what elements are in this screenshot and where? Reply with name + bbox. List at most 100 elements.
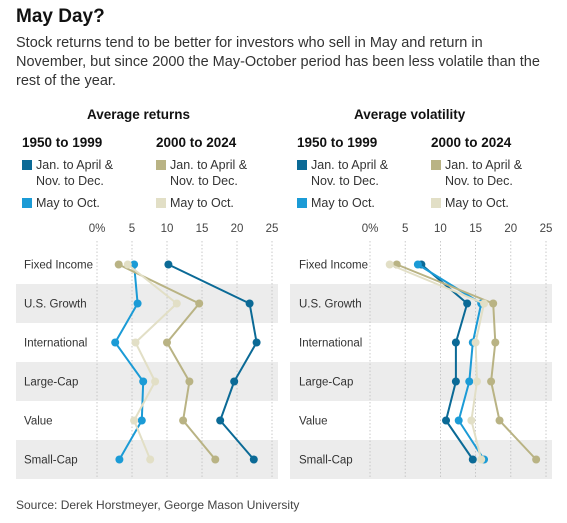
returns-data-point — [252, 338, 261, 347]
returns-data-point — [211, 455, 220, 464]
volatility-data-point — [468, 455, 477, 464]
returns-data-point — [139, 377, 148, 386]
returns-data-point — [249, 455, 258, 464]
legend-label-g1-b-right: May to Oct. — [311, 196, 375, 210]
returns-tick-label: 25 — [266, 223, 279, 235]
returns-data-point — [179, 416, 188, 425]
volatility-data-point — [442, 416, 451, 425]
volatility-tick-label: 5 — [402, 223, 408, 235]
source-note: Source: Derek Horstmeyer, George Mason U… — [16, 498, 300, 512]
volatility-data-point — [451, 377, 460, 386]
returns-row-band — [16, 284, 278, 323]
returns-data-point — [216, 416, 225, 425]
returns-data-point — [163, 338, 171, 347]
returns-data-point — [185, 377, 194, 386]
volatility-data-point — [487, 377, 496, 386]
returns-data-point — [164, 260, 173, 269]
returns-data-point — [245, 299, 254, 308]
volatility-category-label: U.S. Growth — [299, 299, 362, 311]
legend-swatch-g2-a-right — [431, 160, 441, 170]
returns-data-point — [172, 299, 181, 308]
volatility-data-point — [451, 338, 460, 347]
volatility-tick-label: 25 — [540, 223, 553, 235]
returns-category-label: Small-Cap — [24, 455, 78, 467]
volatility-category-label: International — [299, 338, 362, 350]
legend-label-g2-a: Jan. to April & Nov. to Dec. — [170, 158, 248, 188]
volatility-data-point — [471, 338, 480, 347]
volatility-series-line-3 — [389, 263, 485, 460]
returns-series-line-0 — [167, 263, 258, 461]
returns-data-point — [137, 416, 146, 425]
volatility-category-label: Small-Cap — [299, 455, 353, 467]
returns-category-label: U.S. Growth — [24, 299, 87, 311]
volatility-data-point — [477, 455, 486, 464]
returns-data-point — [146, 455, 155, 464]
legend-label-g1-a: Jan. to April & Nov. to Dec. — [36, 158, 114, 188]
volatility-data-point — [385, 260, 394, 269]
returns-category-label: Fixed Income — [24, 260, 93, 272]
volatility-data-point — [467, 416, 476, 425]
returns-tick-label: 5 — [129, 223, 135, 235]
returns-data-point — [130, 416, 139, 425]
returns-data-point — [133, 299, 142, 308]
returns-series-line-1 — [114, 264, 145, 460]
volatility-data-point — [480, 299, 489, 308]
volatility-data-point — [491, 338, 500, 347]
volatility-tick-label: 10 — [434, 223, 447, 235]
volatility-tick-label: 20 — [504, 223, 517, 235]
returns-data-point — [111, 338, 120, 347]
volatility-panel-title: Average volatility — [354, 107, 466, 122]
volatility-data-point — [454, 416, 463, 425]
returns-tick-label: 15 — [196, 223, 209, 235]
volatility-series-line-0 — [420, 263, 474, 461]
returns-data-point — [114, 260, 123, 269]
volatility-data-point — [473, 377, 482, 386]
legend-label-g1-a-right: Jan. to April & Nov. to Dec. — [311, 158, 389, 188]
volatility-data-point — [413, 260, 422, 269]
legend-swatch-g2-b-right — [431, 198, 441, 208]
volatility-data-point — [532, 455, 541, 464]
legend-label-g2-b-right: May to Oct. — [445, 196, 509, 210]
returns-data-point — [195, 299, 204, 308]
volatility-group2-title: 2000 to 2024 — [431, 135, 512, 150]
returns-tick-label: 0% — [89, 223, 106, 235]
returns-data-point — [115, 455, 124, 464]
returns-group1-title: 1950 to 1999 — [22, 135, 103, 150]
returns-tick-label: 20 — [231, 223, 244, 235]
chart-subtitle: Stock returns tend to be better for inve… — [16, 35, 540, 89]
volatility-series-line-2 — [396, 263, 537, 461]
volatility-row-band — [290, 362, 552, 401]
volatility-data-point — [489, 299, 498, 308]
legend-label-g2-a-right: Jan. to April & Nov. to Dec. — [445, 158, 523, 188]
legend-swatch-g2-b — [156, 198, 166, 208]
returns-series-line-2 — [118, 263, 217, 461]
legend-swatch-g1-b — [22, 198, 32, 208]
volatility-data-point — [495, 416, 504, 425]
volatility-row-band — [290, 284, 552, 323]
legend-label-g1-b: May to Oct. — [36, 196, 100, 210]
chart-title: May Day? — [16, 6, 105, 27]
returns-tick-label: 10 — [161, 223, 174, 235]
returns-series-line-3 — [127, 263, 178, 460]
legend-swatch-g1-b-right — [297, 198, 307, 208]
legend-swatch-g1-a-right — [297, 160, 307, 170]
legend-label-g2-b: May to Oct. — [170, 196, 234, 210]
volatility-category-label: Large-Cap — [299, 377, 353, 389]
returns-data-point — [130, 260, 139, 269]
legend-swatch-g1-a — [22, 160, 32, 170]
volatility-group1-title: 1950 to 1999 — [297, 135, 378, 150]
returns-panel-title: Average returns — [87, 107, 191, 122]
returns-group2-title: 2000 to 2024 — [156, 135, 237, 150]
returns-category-label: International — [24, 338, 87, 350]
legend-swatch-g2-a — [156, 160, 166, 170]
volatility-tick-label: 15 — [469, 223, 482, 235]
volatility-category-label: Fixed Income — [299, 260, 368, 272]
volatility-data-point — [463, 299, 472, 308]
volatility-row-band — [290, 440, 552, 479]
returns-category-label: Large-Cap — [24, 377, 78, 389]
volatility-tick-label: 0% — [362, 223, 379, 235]
volatility-data-point — [465, 377, 474, 386]
returns-data-point — [230, 377, 239, 386]
returns-data-point — [123, 260, 132, 269]
